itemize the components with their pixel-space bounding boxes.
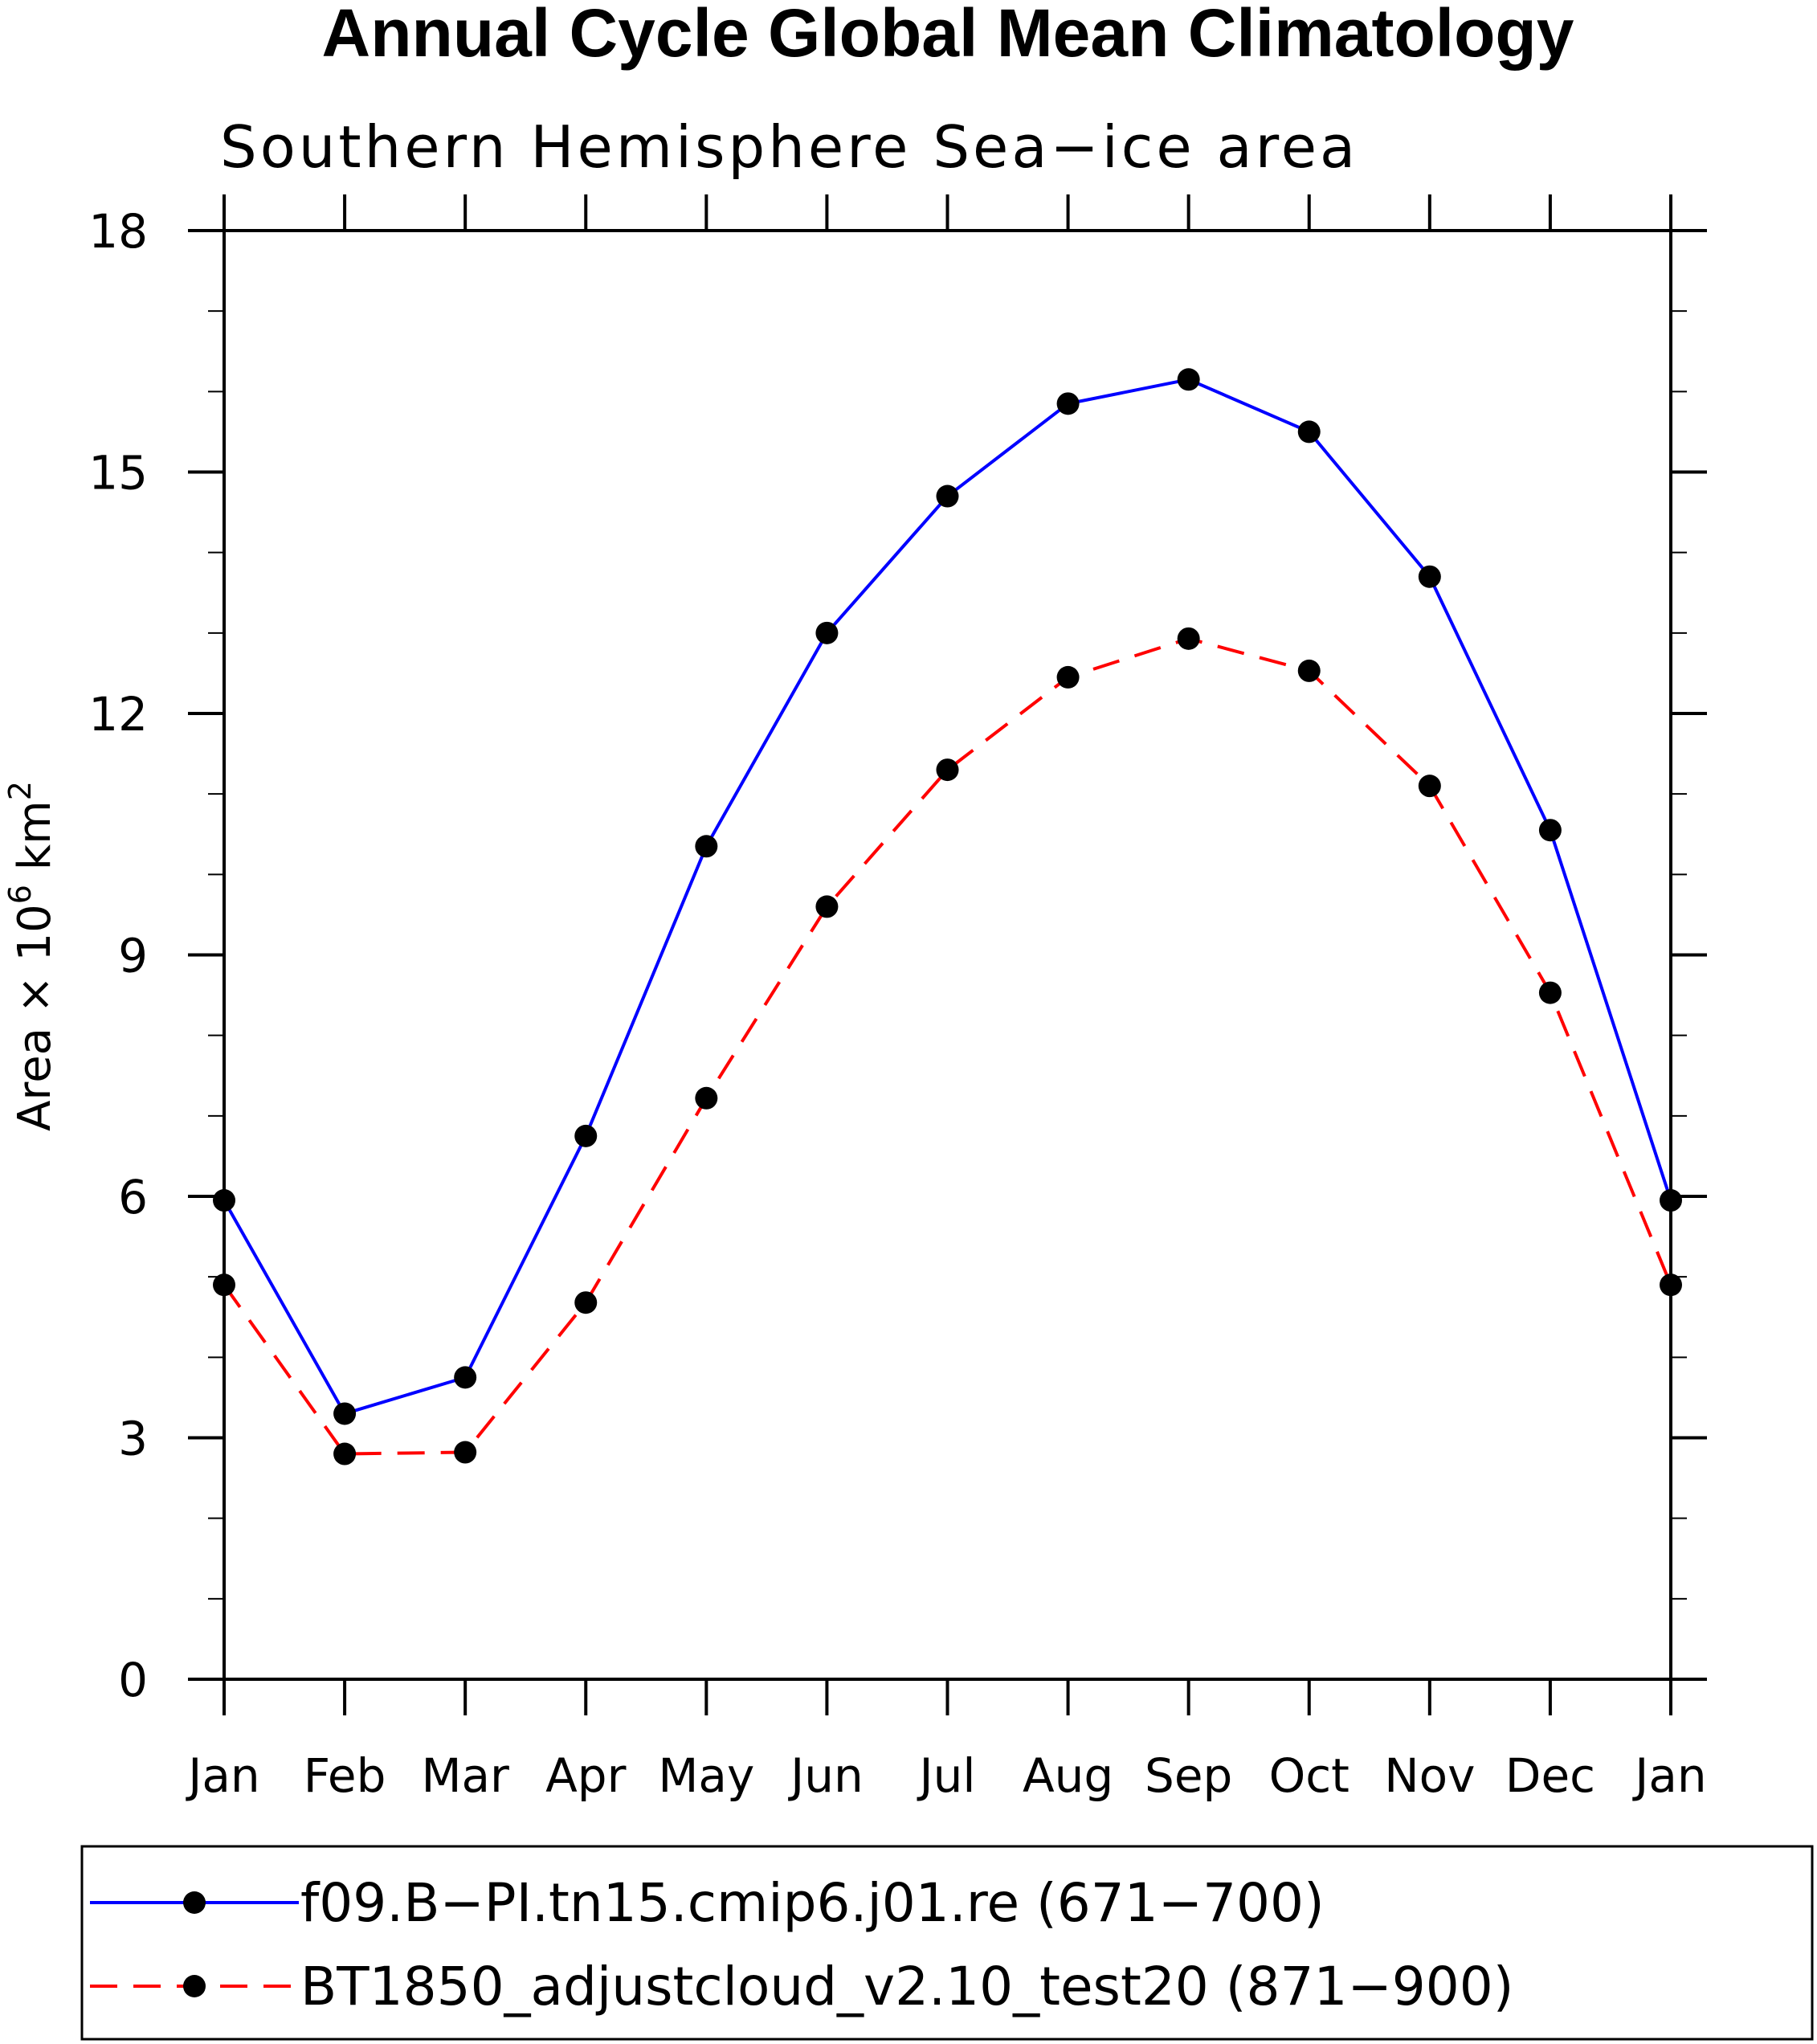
legend-label-1: f09.B−PI.tn15.cmip6.j01.re (671−700)	[300, 1872, 1325, 1934]
plot-area: 0 3 6 9 12 15 18 Jan Feb Mar Apr May Jun Jul Aug Sep Oct…	[88, 194, 1707, 1803]
x-tick-label: Jul	[917, 1748, 976, 1803]
y-tick-label: 15	[88, 446, 148, 501]
legend-box	[80, 1845, 1814, 2041]
series-1-point	[936, 484, 959, 508]
series-1-point	[333, 1402, 357, 1425]
legend-marker-2	[183, 1975, 206, 1997]
y-tick-label: 3	[118, 1412, 148, 1466]
series-2-point	[1056, 665, 1080, 689]
x-tick-label: Sep	[1145, 1748, 1232, 1803]
series-1-point	[574, 1124, 598, 1147]
x-tick-label: Oct	[1269, 1748, 1349, 1803]
series-2-point	[1660, 1273, 1682, 1297]
x-tick-label: Jan	[186, 1748, 259, 1803]
series-2-point	[1418, 775, 1441, 798]
legend-marker-1	[183, 1891, 206, 1914]
y-tick-label: 6	[118, 1170, 148, 1224]
legend-label-2: BT1850_adjustcloud_v2.10_test20 (871−900…	[300, 1956, 1514, 2017]
series-2-point	[333, 1442, 357, 1466]
series-2-point	[1538, 981, 1562, 1004]
x-tick-label: May	[658, 1748, 754, 1803]
chart-subtitle: Southern Hemisphere Sea−ice area	[220, 113, 1358, 181]
series-2-point	[695, 1086, 718, 1110]
y-axis-label: Area × 106 km2	[2, 781, 61, 1131]
series-1-point	[1056, 392, 1080, 415]
y-tick-label: 18	[88, 204, 148, 259]
x-tick-label: Aug	[1023, 1748, 1113, 1803]
x-tick-label: Dec	[1505, 1748, 1595, 1803]
series-2-point	[815, 895, 839, 918]
series-1-point	[1538, 819, 1562, 842]
x-tick-label: Mar	[421, 1748, 509, 1803]
series-2-point	[936, 758, 959, 782]
chart-title: Annual Cycle Global Mean Climatology	[322, 0, 1574, 71]
series-1-line	[223, 378, 1672, 1416]
series-1-point	[695, 835, 718, 858]
series-2-point	[454, 1441, 477, 1464]
series-2-point	[1177, 627, 1200, 650]
y-tick-label: 9	[118, 929, 148, 983]
x-tick-label: Apr	[545, 1748, 626, 1803]
y-tick-label: 12	[88, 687, 148, 742]
series-2-point	[574, 1291, 598, 1314]
series-2-point	[1297, 659, 1321, 682]
x-tick-label: Feb	[304, 1748, 386, 1803]
x-tick-label: Jan	[1632, 1748, 1706, 1803]
plot-frame	[223, 229, 1672, 1681]
series-1-point	[1297, 420, 1321, 444]
series-1-point	[1177, 368, 1200, 391]
series-1-point	[1418, 565, 1441, 588]
x-tick-label: Jun	[788, 1748, 864, 1803]
series-1-point	[454, 1366, 477, 1389]
series-2-point	[213, 1273, 235, 1297]
legend: f09.B−PI.tn15.cmip6.j01.re (671−700) BT18…	[80, 1845, 1814, 2041]
series-1-point	[815, 621, 839, 644]
series-1-point	[1660, 1189, 1682, 1212]
y-tick-label: 0	[118, 1653, 148, 1707]
series-1-point	[213, 1189, 235, 1212]
x-tick-label: Nov	[1384, 1748, 1475, 1803]
